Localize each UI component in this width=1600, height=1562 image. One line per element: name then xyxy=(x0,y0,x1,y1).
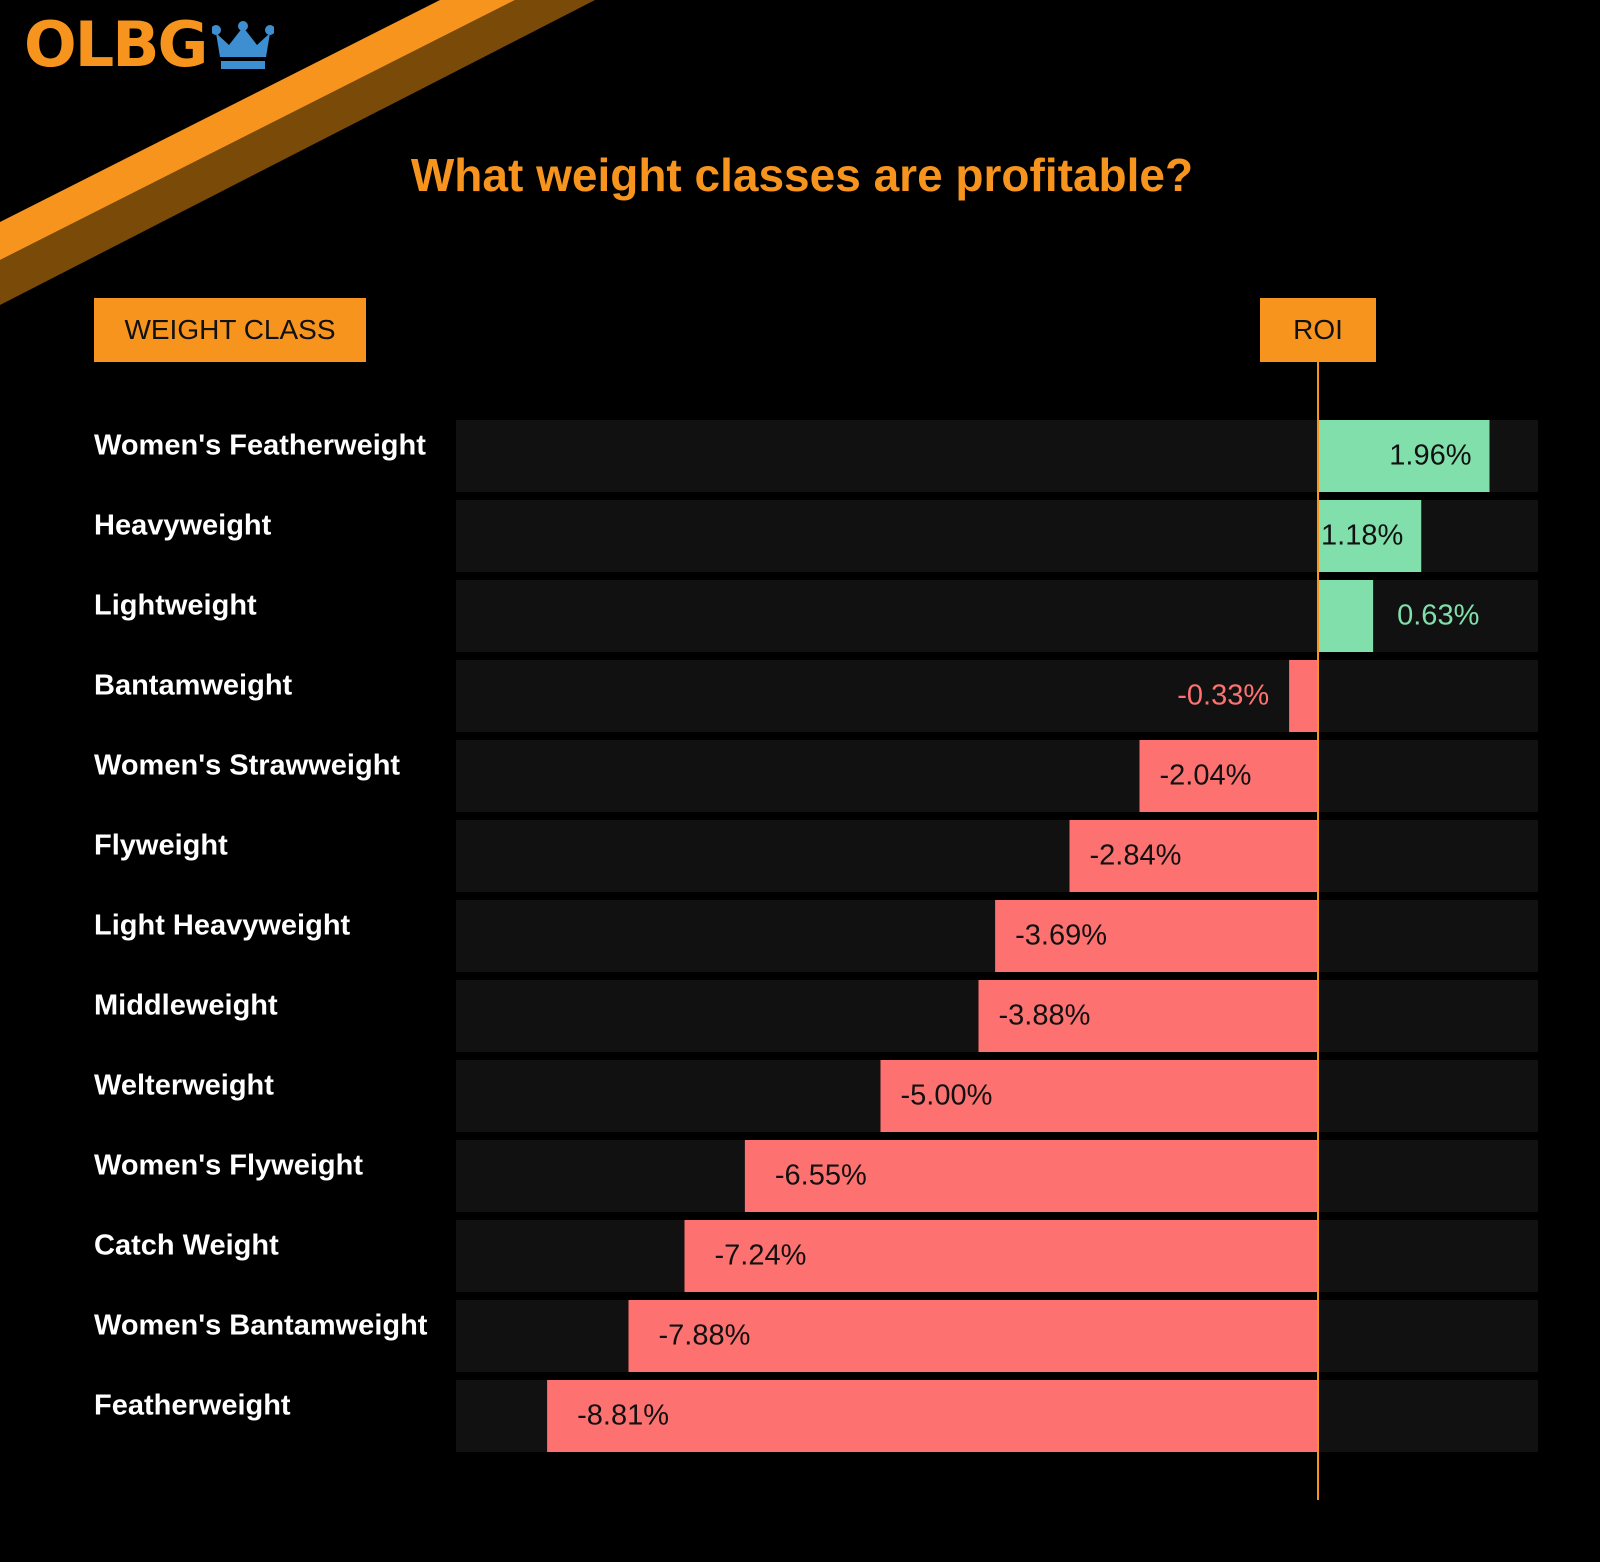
category-label: Middleweight xyxy=(94,990,278,1022)
bar xyxy=(744,1140,1318,1212)
bar xyxy=(547,1380,1318,1452)
value-label: 1.18% xyxy=(1321,520,1403,552)
bar xyxy=(1318,500,1422,572)
category-label: Women's Featherweight xyxy=(94,430,426,462)
bar xyxy=(1318,420,1490,492)
bar xyxy=(684,1220,1318,1292)
value-label: -2.04% xyxy=(1160,760,1252,792)
bar xyxy=(995,900,1318,972)
bar xyxy=(1318,580,1374,652)
row-track xyxy=(456,820,1538,892)
category-label: Featherweight xyxy=(94,1390,291,1422)
row-track xyxy=(456,660,1538,732)
category-label: Welterweight xyxy=(94,1070,274,1102)
chart-title: What weight classes are profitable? xyxy=(410,149,1194,201)
bar xyxy=(1069,820,1318,892)
value-label: -7.24% xyxy=(715,1240,807,1272)
value-label: -2.84% xyxy=(1090,840,1182,872)
value-label: -3.88% xyxy=(999,1000,1091,1032)
row-track xyxy=(456,580,1538,652)
category-label: Women's Strawweight xyxy=(94,750,400,782)
value-label: -7.88% xyxy=(659,1320,751,1352)
bar xyxy=(1289,660,1318,732)
category-label: Flyweight xyxy=(94,830,228,862)
crown-icon xyxy=(212,21,275,69)
category-label: Women's Bantamweight xyxy=(94,1310,428,1342)
category-label: Lightweight xyxy=(94,590,257,622)
bar xyxy=(978,980,1318,1052)
bar xyxy=(880,1060,1318,1132)
value-label: -3.69% xyxy=(1015,920,1107,952)
category-label: Heavyweight xyxy=(94,510,272,542)
value-label: -0.33% xyxy=(1177,680,1269,712)
value-label: -6.55% xyxy=(775,1160,867,1192)
value-label: -8.81% xyxy=(577,1400,669,1432)
logo-text: OLBG xyxy=(24,8,208,81)
roi-header: ROI xyxy=(1260,298,1376,362)
value-label: 0.63% xyxy=(1397,600,1479,632)
olbg-logo: OLBG xyxy=(24,8,275,81)
category-label: Bantamweight xyxy=(94,670,293,702)
decorative-stripe xyxy=(0,0,595,305)
category-label: Women's Flyweight xyxy=(94,1150,363,1182)
category-label: Catch Weight xyxy=(94,1230,279,1262)
weight-class-header: WEIGHT CLASS xyxy=(94,298,366,362)
category-label: Light Heavyweight xyxy=(94,910,351,942)
value-label: 1.96% xyxy=(1389,440,1471,472)
value-label: -5.00% xyxy=(901,1080,993,1112)
bar xyxy=(628,1300,1318,1372)
row-track xyxy=(456,740,1538,812)
bar xyxy=(1139,740,1318,812)
